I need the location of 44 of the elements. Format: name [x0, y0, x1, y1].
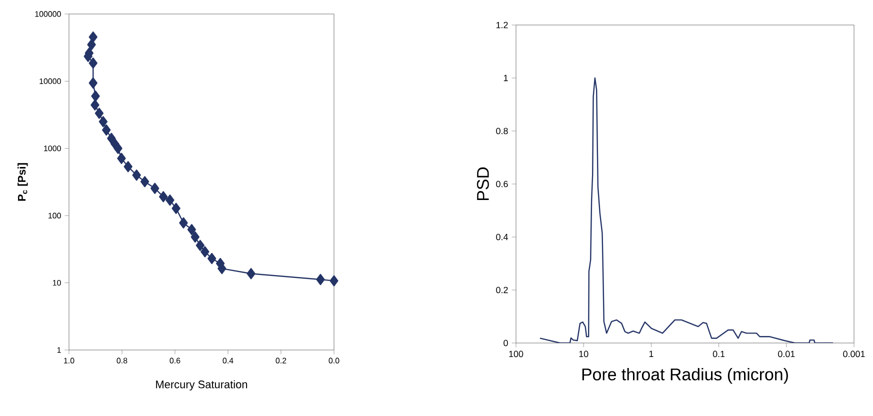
point [200, 246, 210, 258]
point [124, 161, 132, 172]
x-tick-label: 100 [509, 350, 524, 358]
point [94, 108, 104, 119]
point [117, 152, 126, 164]
y-tick-label: 0.4 [496, 234, 508, 240]
point [140, 176, 150, 188]
point [91, 90, 100, 102]
point [330, 275, 338, 286]
point [187, 224, 196, 236]
point [246, 268, 256, 280]
y-tick-label: 0.6 [496, 180, 508, 188]
y-axis-title: P$_{c}$ [Psi] [18, 163, 28, 201]
y-tick-label: 0 [504, 340, 508, 346]
y-tick-label: 0.8 [496, 128, 508, 134]
point [172, 202, 180, 214]
y-axis-title: PSD [476, 167, 489, 200]
point [90, 99, 100, 111]
point [316, 274, 325, 286]
x-tick-label: 0.01 [778, 350, 795, 358]
x-axis-title: Mercury Saturation [156, 380, 248, 390]
point [114, 142, 122, 154]
x-tick-label: 1 [649, 350, 654, 357]
point [208, 252, 216, 264]
point [150, 182, 160, 194]
point [87, 39, 96, 50]
x-tick-label: 10 [579, 350, 588, 358]
point [159, 191, 168, 202]
point [179, 217, 188, 228]
point [132, 170, 141, 181]
y-tick-label: 0.2 [496, 286, 508, 294]
x-tick-label: 0.001 [843, 350, 865, 358]
point [190, 231, 200, 243]
point [88, 31, 98, 43]
point [102, 124, 111, 136]
x-tick-label: 0.1 [712, 350, 725, 358]
point [166, 194, 174, 206]
y-tick-label: 1.2 [496, 22, 508, 28]
point [88, 77, 98, 89]
point [98, 116, 108, 128]
point [196, 240, 205, 251]
x-axis-title: Pore throat Radius (micron) [582, 368, 788, 384]
point [88, 58, 98, 69]
y-tick-label: 1 [504, 74, 508, 82]
